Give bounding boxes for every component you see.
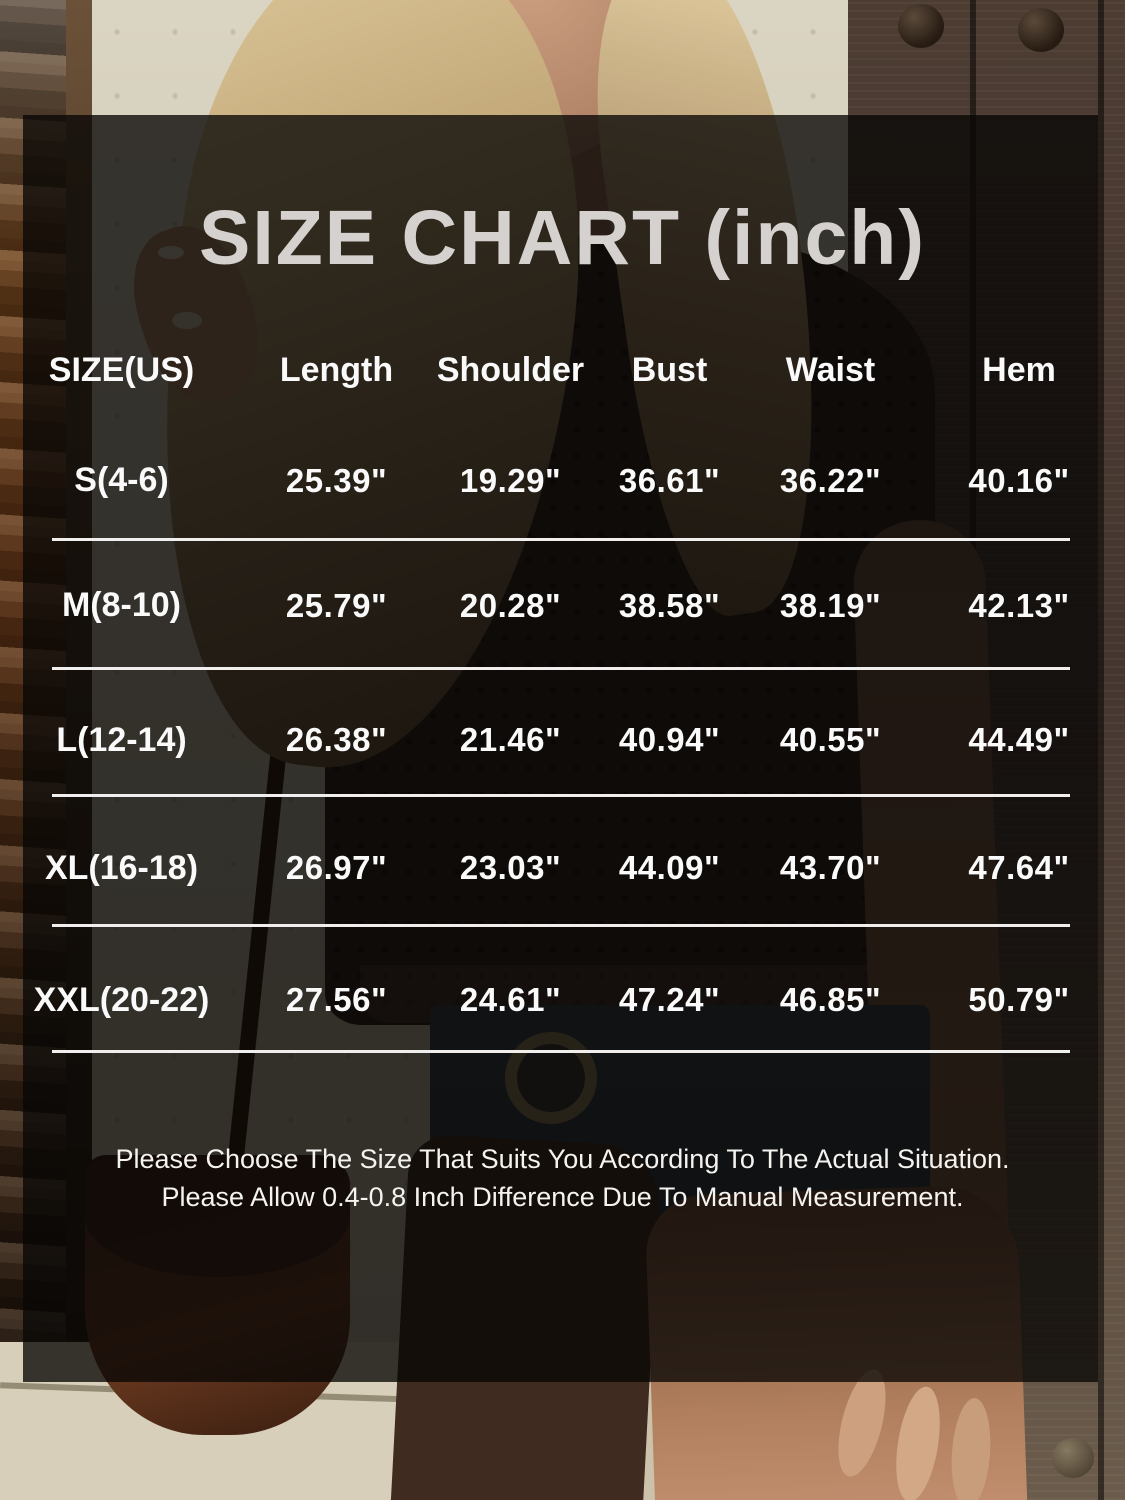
measurement-value: 36.61" <box>618 461 721 499</box>
footer-note: Please Choose The Size That Suits You Ac… <box>0 1140 1125 1216</box>
measurement-value: 38.19" <box>779 586 882 624</box>
measurement-value: 27.56" <box>285 981 388 1018</box>
footer-line-2: Please Allow 0.4-0.8 Inch Difference Due… <box>161 1182 964 1212</box>
measurement-value: 26.97" <box>285 849 388 886</box>
measurement-value: 24.61" <box>459 981 562 1018</box>
measurement-value: 26.38" <box>285 721 388 758</box>
measurement-value: 40.94" <box>618 721 721 758</box>
measurement-value: 19.29" <box>459 461 562 499</box>
table-row: S(4-6) 25.39" 19.29" 36.61" 36.22" 40.16" <box>0 420 1125 541</box>
measurement-value: 42.13" <box>968 586 1070 624</box>
column-header: Length <box>279 350 394 389</box>
measurement-value: 36.22" <box>779 461 882 499</box>
table-row: L(12-14) 26.38" 21.46" 40.94" 40.55" 44.49" <box>0 670 1125 797</box>
table-header-row: SIZE(US) Length Shoulder Bust Waist Hem <box>0 340 1125 420</box>
page-title: SIZE CHART (inch) <box>199 195 926 281</box>
size-label: S(4-6) <box>74 461 169 499</box>
column-header: SIZE(US) <box>48 350 195 389</box>
size-label: L(12-14) <box>56 720 187 759</box>
size-label: M(8-10) <box>61 586 182 624</box>
table-row: XXL(20-22) 27.56" 24.61" 47.24" 46.85" 50.79" <box>0 927 1125 1053</box>
footer-line-1: Please Choose The Size That Suits You Ac… <box>115 1144 1010 1174</box>
table-row: XL(16-18) 26.97" 23.03" 44.09" 43.70" 47.64" <box>0 797 1125 927</box>
photo-door-stud <box>1018 8 1064 52</box>
measurement-value: 44.09" <box>618 849 721 886</box>
measurement-value: 25.39" <box>285 461 388 499</box>
size-table: SIZE(US) Length Shoulder Bust Waist Hem S(4-6… <box>0 340 1125 1053</box>
size-label: XXL(20-22) <box>33 980 210 1019</box>
dark-overlay <box>23 115 1098 1382</box>
column-header: Waist <box>785 350 876 389</box>
size-label: XL(16-18) <box>44 848 199 887</box>
table-body: S(4-6) 25.39" 19.29" 36.61" 36.22" 40.16" M(8-… <box>0 420 1125 1053</box>
measurement-value: 47.24" <box>618 981 721 1018</box>
photo-door-stud <box>1052 1438 1094 1478</box>
measurement-value: 43.70" <box>779 849 882 886</box>
measurement-value: 40.16" <box>968 461 1070 499</box>
measurement-value: 50.79" <box>968 981 1070 1018</box>
measurement-value: 25.79" <box>285 586 388 624</box>
measurement-value: 23.03" <box>459 849 562 886</box>
measurement-value: 47.64" <box>968 849 1070 886</box>
column-header: Hem <box>982 350 1056 389</box>
column-header: Shoulder <box>436 350 585 389</box>
photo-door-stud <box>898 4 944 48</box>
measurement-value: 46.85" <box>779 981 882 1018</box>
column-header: Bust <box>631 350 708 389</box>
table-row: M(8-10) 25.79" 20.28" 38.58" 38.19" 42.13" <box>0 541 1125 670</box>
measurement-value: 40.55" <box>779 721 882 758</box>
measurement-value: 21.46" <box>459 721 562 758</box>
measurement-value: 38.58" <box>618 586 721 624</box>
measurement-value: 44.49" <box>968 721 1070 758</box>
measurement-value: 20.28" <box>459 586 562 624</box>
